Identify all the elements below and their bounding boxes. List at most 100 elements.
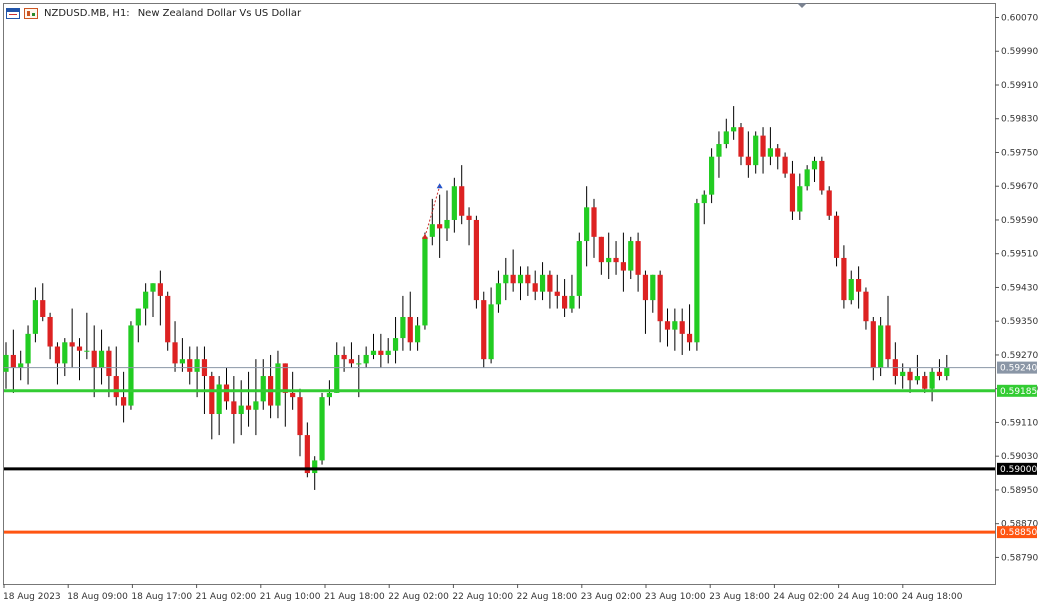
y-tick-label: 0.59830 <box>1001 115 1038 125</box>
candle <box>598 236 604 275</box>
candle <box>833 211 840 267</box>
symbol-description: New Zealand Dollar Vs US Dollar <box>137 7 302 19</box>
candle <box>47 312 53 360</box>
candle <box>767 127 773 166</box>
candle-body <box>694 203 700 343</box>
candle <box>694 198 700 351</box>
candle-body <box>657 274 663 322</box>
candle <box>569 274 575 313</box>
candle <box>664 308 671 347</box>
candle <box>547 270 553 309</box>
candle <box>113 346 119 406</box>
candle-body <box>547 274 553 292</box>
candle-body <box>348 359 355 364</box>
candle <box>495 270 502 313</box>
candle <box>165 291 171 351</box>
candle-body <box>260 376 266 402</box>
candle-body <box>157 283 163 296</box>
candle-body <box>245 405 252 410</box>
x-tick-label: 18 Aug 09:00 <box>67 592 128 602</box>
candle <box>679 308 685 355</box>
candle-body <box>312 460 318 474</box>
candle-body <box>400 316 406 339</box>
candle <box>650 274 656 313</box>
symbol-label: NZDUSD.MB, H1: <box>44 7 130 19</box>
candle <box>716 131 722 178</box>
candle <box>18 350 24 381</box>
candle-body <box>650 274 656 301</box>
candle-body <box>437 224 443 229</box>
candle <box>459 165 465 225</box>
candle-body <box>466 215 472 220</box>
candle-body <box>833 215 840 258</box>
candle-body <box>238 405 244 415</box>
candle <box>914 354 920 385</box>
candle <box>606 232 612 280</box>
candle-body <box>98 350 105 368</box>
candle <box>628 236 634 280</box>
candle <box>143 283 149 326</box>
candle <box>885 295 891 368</box>
candle <box>576 232 582 309</box>
current-price-tag <box>997 361 1037 374</box>
candle <box>782 152 788 178</box>
candle-body <box>341 354 347 360</box>
candle-body <box>664 321 671 330</box>
candle <box>657 270 663 343</box>
candle <box>275 350 281 419</box>
x-tick-label: 21 Aug 02:00 <box>196 592 257 602</box>
chart-window-icon[interactable] <box>6 7 20 19</box>
candle-body <box>885 325 891 360</box>
candle <box>312 456 318 490</box>
candle-body <box>165 295 171 343</box>
candle-body <box>914 376 920 381</box>
candle <box>69 308 75 368</box>
candle <box>3 342 9 389</box>
candle-body <box>3 354 9 372</box>
candle-body <box>709 156 715 195</box>
candle-body <box>738 127 744 157</box>
candle <box>400 295 406 351</box>
candle-body <box>25 333 31 364</box>
candle-body <box>128 325 134 406</box>
candle <box>709 148 715 204</box>
candle <box>481 291 487 368</box>
candle-body <box>415 325 421 343</box>
candle-body <box>282 363 288 393</box>
y-tick-label: 0.59110 <box>1001 418 1038 428</box>
candle-body <box>121 397 127 406</box>
candle-body <box>223 384 230 402</box>
candle <box>223 367 230 410</box>
candle <box>392 316 399 364</box>
candle-body <box>451 186 457 220</box>
candle <box>429 198 435 246</box>
candle <box>554 274 560 309</box>
candle-body <box>532 283 538 292</box>
candle-body <box>18 363 24 368</box>
candle-body <box>554 291 560 296</box>
level-tag <box>997 526 1037 539</box>
candle <box>363 346 369 368</box>
scroll-marker-icon[interactable] <box>797 3 807 8</box>
candle <box>385 338 391 364</box>
candle <box>672 308 678 351</box>
candle <box>539 262 546 301</box>
y-tick-label: 0.58870 <box>1001 520 1038 530</box>
candle-body <box>356 363 362 365</box>
candle-body <box>745 156 751 166</box>
candle-body <box>187 359 193 372</box>
candle-body <box>562 295 568 309</box>
candle-body <box>811 160 818 170</box>
candle <box>907 367 913 393</box>
x-tick-label: 24 Aug 02:00 <box>773 592 834 602</box>
candle <box>297 388 303 457</box>
candle-body <box>304 435 310 474</box>
candle-body <box>495 283 502 305</box>
candle-body <box>569 295 575 309</box>
indicators-icon[interactable] <box>24 7 38 19</box>
candle-body <box>172 342 178 364</box>
candle-body <box>525 274 531 284</box>
candle-body <box>598 236 604 263</box>
candle-body <box>591 207 597 237</box>
